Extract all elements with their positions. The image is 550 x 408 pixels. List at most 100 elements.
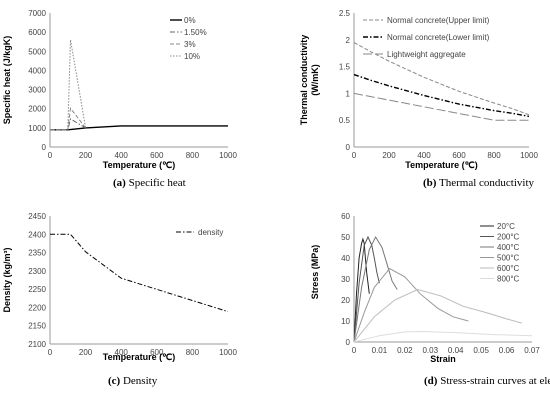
y-tick-label: 60: [341, 212, 350, 221]
y-tick-label: 1000: [28, 124, 46, 133]
legend-label: Normal concrete(Lower limit): [387, 33, 490, 42]
x-tick-label: 0.03: [422, 346, 438, 355]
x-tick-label: 400: [115, 348, 129, 357]
series-line-3: [354, 235, 398, 342]
series-line-4: [50, 39, 87, 131]
x-axis-label: Strain: [430, 354, 456, 364]
legend-label: 20°C: [497, 222, 515, 231]
y-tick-label: 2150: [28, 322, 46, 331]
y-tick-label: 2350: [28, 249, 46, 258]
x-tick-label: 800: [487, 151, 501, 160]
x-tick-label: 0: [352, 346, 357, 355]
y-tick-label: 0: [346, 143, 351, 152]
y-axis-label: Density (kg/m³): [2, 247, 12, 312]
caption-letter: (c): [108, 375, 121, 387]
series-line-5: [354, 288, 522, 342]
chart-panel-4: 0 0.01 0.02 0.03 0.04 0.05 0.06 0.07 0 10 20 30 40 50…: [310, 212, 550, 387]
chart-caption: (a) Specific heat: [113, 177, 186, 189]
legend-label: Normal concrete(Upper limit): [387, 16, 490, 25]
legend-label: Lightweight aggregate: [387, 50, 466, 59]
series-line-6: [354, 330, 532, 342]
series-line-3: [50, 107, 86, 131]
y-tick-label: 2400: [28, 230, 46, 239]
y-tick-label: 30: [341, 275, 350, 284]
caption-letter: (a): [113, 177, 126, 189]
legend-label: 3%: [184, 40, 196, 49]
y-tick-label: 0.5: [339, 116, 351, 125]
y-tick-label: 50: [341, 233, 350, 242]
legend-label: 800°C: [497, 275, 520, 284]
y-tick-label: 7000: [28, 9, 46, 18]
x-tick-label: 0.05: [473, 346, 489, 355]
x-axis-label: Temperature (℃): [405, 160, 477, 170]
x-tick-label: 0.04: [448, 346, 464, 355]
x-tick-label: 600: [150, 348, 164, 357]
x-tick-label: 0: [48, 348, 53, 357]
x-tick-label: 0.02: [397, 346, 413, 355]
x-tick-label: 0: [48, 151, 53, 160]
x-tick-label: 200: [79, 348, 93, 357]
x-tick-label: 800: [186, 151, 200, 160]
x-tick-label: 200: [382, 151, 396, 160]
x-tick-label: 800: [186, 348, 200, 357]
chart-panel-3: 0 200 400 600 800 1000 2100 2150 2200 2250 2300 235…: [2, 212, 237, 387]
x-axis-label: Temperature (℃): [103, 352, 175, 362]
y-tick-label: 0: [42, 143, 47, 152]
series-line-1: [50, 233, 228, 313]
x-tick-label: 1000: [219, 151, 237, 160]
x-tick-label: 400: [115, 151, 129, 160]
y-tick-label: 2300: [28, 267, 46, 276]
y-tick-label: 2250: [28, 285, 46, 294]
y-axis-label: Specific heat (J/kgK): [2, 36, 12, 125]
x-axis-label: Temperature (℃): [103, 160, 175, 170]
y-tick-label: 2000: [28, 105, 46, 114]
y-tick-label: 2200: [28, 303, 46, 312]
y-tick-label: 2: [346, 36, 351, 45]
y-tick-label: 1: [346, 89, 351, 98]
x-tick-label: 0.01: [372, 346, 388, 355]
series-line-1: [354, 237, 370, 342]
y-tick-label: 10: [341, 317, 350, 326]
series-line-1: [50, 125, 228, 131]
x-tick-label: 0.07: [524, 346, 540, 355]
x-tick-label: 400: [417, 151, 431, 160]
x-tick-label: 600: [452, 151, 466, 160]
chart-panel-2: 0 200 400 600 800 1000 0 0.5 1 1.5 2 2.5 Temperature…: [299, 9, 538, 189]
x-tick-label: 200: [79, 151, 93, 160]
y-tick-label: 4000: [28, 66, 46, 75]
y-tick-label: 2.5: [339, 9, 351, 18]
legend-label: 10%: [184, 52, 200, 61]
series-line-2: [50, 118, 86, 131]
x-tick-label: 600: [150, 151, 164, 160]
chart-panel-1: 0 200 400 600 800 1000 0 1000 2000 3000 4000 5000 60…: [2, 9, 237, 189]
y-tick-label: 20: [341, 296, 350, 305]
x-tick-label: 1000: [520, 151, 538, 160]
legend-label: 600°C: [497, 264, 520, 273]
chart-caption: (c) Density: [108, 375, 158, 387]
legend-label: 0%: [184, 16, 196, 25]
x-tick-label: 0.06: [499, 346, 515, 355]
y-tick-label: 0: [346, 338, 351, 347]
y-tick-label: 6000: [28, 28, 46, 37]
x-tick-label: 1000: [219, 348, 237, 357]
caption-text: Thermal conductivity: [436, 177, 534, 189]
y-tick-label: 2450: [28, 212, 46, 221]
series-line-3: [354, 92, 529, 121]
caption-text: Specific heat: [126, 177, 186, 189]
caption-text: Stress-strain curves at elevated tempera…: [437, 375, 550, 387]
y-tick-label: 3000: [28, 86, 46, 95]
legend-label: 1.50%: [184, 28, 207, 37]
y-axis-label: Stress (MPa): [310, 245, 320, 300]
y-tick-label: 1.5: [339, 63, 351, 72]
y-tick-label: 2100: [28, 340, 46, 349]
y-axis-label: Thermal conductivity(W/mK): [299, 35, 320, 126]
y-tick-label: 5000: [28, 47, 46, 56]
legend-label: 200°C: [497, 233, 520, 242]
chart-caption: (d) Stress-strain curves at elevated tem…: [424, 375, 550, 387]
series-line-2: [354, 235, 380, 342]
caption-letter: (b): [423, 177, 437, 189]
legend-label: density: [198, 228, 223, 237]
series-line-4: [354, 267, 469, 342]
legend-label: 400°C: [497, 243, 520, 252]
